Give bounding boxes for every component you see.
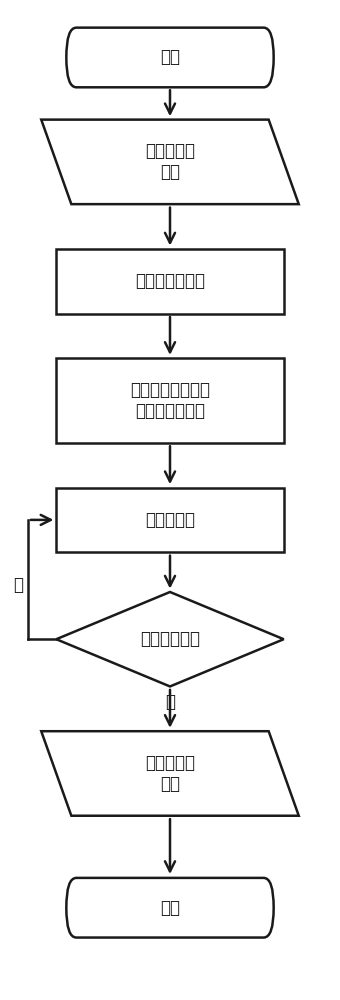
FancyBboxPatch shape — [66, 878, 274, 938]
Text: 计算主动脉部分与
剩余部分邻接点: 计算主动脉部分与 剩余部分邻接点 — [130, 381, 210, 420]
Text: 结束: 结束 — [160, 899, 180, 917]
Text: 否: 否 — [13, 576, 23, 594]
Bar — [56, 358, 284, 443]
Text: 输入粗分割
数据: 输入粗分割 数据 — [145, 142, 195, 181]
Bar — [56, 249, 284, 314]
FancyBboxPatch shape — [66, 28, 274, 87]
Text: 是: 是 — [165, 693, 175, 711]
Bar — [56, 488, 284, 552]
Polygon shape — [56, 592, 284, 686]
Text: 输出每个连
通域: 输出每个连 通域 — [145, 754, 195, 793]
Polygon shape — [41, 120, 299, 204]
Text: 三维形态学处理: 三维形态学处理 — [135, 272, 205, 290]
Polygon shape — [41, 731, 299, 816]
Text: 开始: 开始 — [160, 48, 180, 66]
Text: 遍历是否结束: 遍历是否结束 — [140, 630, 200, 648]
Text: 计算连通域: 计算连通域 — [145, 511, 195, 529]
